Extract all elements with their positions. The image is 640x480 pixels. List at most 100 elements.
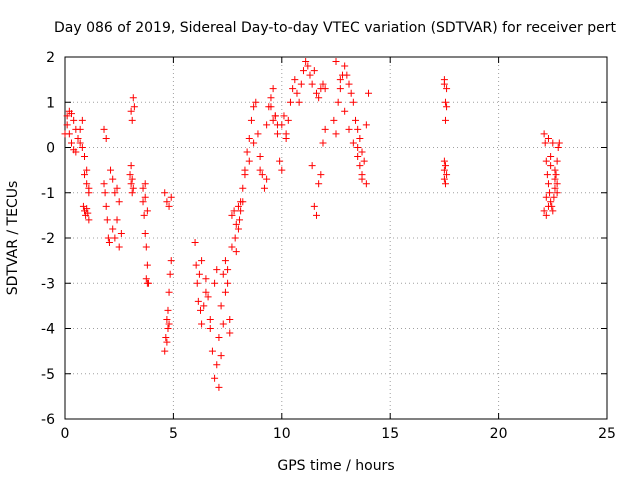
data-point <box>237 207 245 215</box>
data-point <box>241 171 249 179</box>
data-point <box>83 166 91 174</box>
data-point <box>443 103 451 111</box>
data-point <box>354 125 362 133</box>
data-point <box>315 180 323 188</box>
data-point <box>549 207 557 215</box>
data-point <box>226 315 234 323</box>
data-point <box>302 58 310 66</box>
data-point <box>226 329 234 337</box>
x-axis-label: GPS time / hours <box>277 458 394 474</box>
data-point <box>441 98 449 106</box>
data-point <box>356 162 364 170</box>
data-point <box>166 270 174 278</box>
data-point <box>343 71 351 79</box>
data-point <box>111 189 119 197</box>
data-point <box>129 94 137 102</box>
data-point <box>276 157 284 165</box>
data-point <box>200 302 208 310</box>
data-point <box>332 58 340 66</box>
data-point <box>278 121 286 129</box>
data-point <box>297 80 305 88</box>
data-point <box>163 198 171 206</box>
data-point <box>544 180 552 188</box>
data-point <box>85 216 93 224</box>
y-tick-label: -1 <box>41 186 55 202</box>
data-point <box>72 148 80 156</box>
data-point <box>103 216 111 224</box>
data-point <box>254 130 262 138</box>
data-point <box>256 166 264 174</box>
x-tick-label: 20 <box>490 426 508 442</box>
data-point <box>349 139 357 147</box>
data-point <box>211 279 219 287</box>
data-point <box>78 144 86 151</box>
y-tick-label: -6 <box>41 412 55 428</box>
data-point <box>310 67 318 75</box>
data-point <box>271 112 279 120</box>
data-point <box>83 205 91 213</box>
data-point <box>317 171 325 179</box>
data-point <box>247 116 255 124</box>
data-point <box>211 374 219 382</box>
data-point <box>164 306 172 314</box>
data-point <box>111 234 119 242</box>
data-point <box>161 347 169 355</box>
data-point <box>113 184 121 192</box>
data-point <box>141 193 149 201</box>
data-point <box>341 62 349 70</box>
data-point <box>551 166 559 174</box>
chart-title: Day 086 of 2019, Sidereal Day-to-day VTE… <box>54 20 616 36</box>
data-point <box>440 175 448 183</box>
data-point <box>267 94 275 102</box>
data-point <box>213 266 221 274</box>
data-point <box>306 71 314 79</box>
data-point <box>291 76 299 84</box>
data-point <box>63 112 71 120</box>
data-point <box>215 383 223 391</box>
data-point <box>263 175 271 183</box>
data-point <box>349 98 357 106</box>
data-point <box>330 116 338 124</box>
data-point <box>542 211 550 219</box>
data-point <box>540 207 548 215</box>
data-point <box>550 193 558 201</box>
data-point <box>230 207 238 215</box>
data-point <box>219 270 227 278</box>
data-point <box>197 306 204 314</box>
data-point <box>256 153 264 161</box>
data-point <box>228 211 236 219</box>
data-point <box>547 198 555 206</box>
data-point <box>140 211 148 219</box>
data-point <box>128 189 136 197</box>
data-point <box>76 125 84 133</box>
data-point <box>362 121 370 129</box>
data-point <box>139 184 147 192</box>
data-point <box>273 130 281 138</box>
data-point <box>365 89 373 97</box>
y-tick-label: -5 <box>41 367 55 383</box>
data-point <box>74 134 82 142</box>
data-point <box>551 184 559 192</box>
data-point <box>321 125 329 133</box>
data-point <box>130 103 138 111</box>
data-point <box>443 171 451 179</box>
data-point <box>217 352 225 360</box>
data-point <box>295 98 303 106</box>
data-point <box>117 229 125 237</box>
data-point <box>221 257 229 265</box>
data-point <box>68 139 76 147</box>
x-axis-ticks: 0 5 10 15 20 25 <box>61 57 616 442</box>
data-point <box>100 125 108 133</box>
data-point <box>81 153 89 161</box>
data-point <box>115 243 123 251</box>
data-point <box>192 261 200 269</box>
data-point <box>319 80 327 88</box>
data-point <box>315 94 323 102</box>
data-point <box>224 279 232 287</box>
data-point <box>332 130 340 138</box>
data-point <box>441 180 449 188</box>
data-point <box>286 98 294 106</box>
data-point <box>354 144 362 151</box>
data-point <box>293 89 301 97</box>
